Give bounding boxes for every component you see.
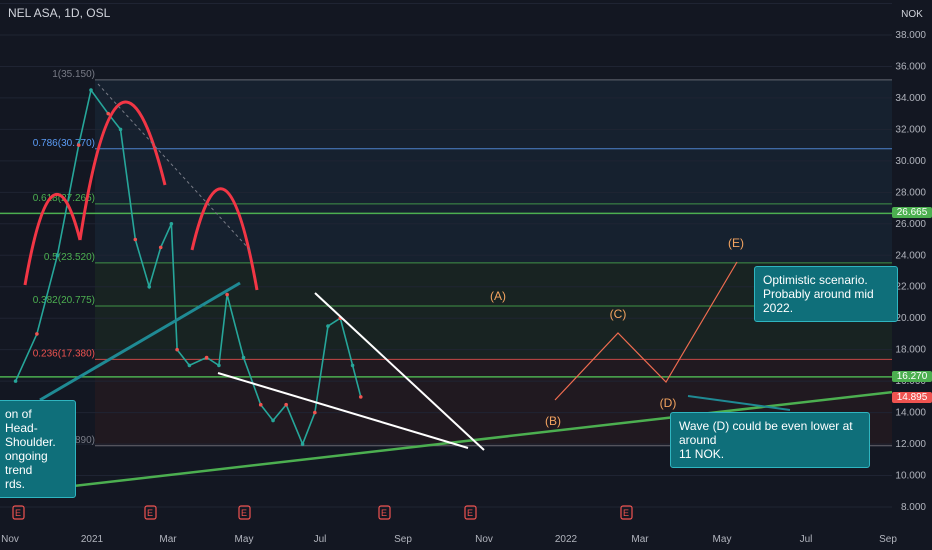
neckline-dotted — [97, 83, 251, 251]
x-tick-4: Jul — [314, 534, 327, 545]
y-tick-5: 18.000 — [895, 345, 926, 356]
currency-label: NOK — [901, 9, 923, 20]
price-point-22 — [326, 324, 330, 328]
x-tick-1: 2021 — [81, 534, 104, 545]
wave-label-B: (B) — [545, 414, 561, 428]
price-point-13 — [204, 355, 209, 360]
earnings-text-2: E — [241, 508, 247, 518]
note-optimistic: Optimistic scenario. Probably around mid… — [754, 266, 898, 322]
price-point-15 — [225, 292, 229, 297]
price-point-0 — [13, 379, 18, 383]
earnings-text-3: E — [381, 508, 387, 518]
y-tick-0: 8.000 — [901, 502, 926, 513]
price-tag-current: 14.895 — [892, 392, 932, 403]
hs-arrow — [39, 281, 241, 402]
fib-label-4: 0.382(20.775) — [33, 295, 95, 306]
hs-left-shoulder — [23, 192, 82, 286]
earnings-marker-3 — [378, 505, 391, 520]
price-point-19 — [284, 402, 288, 407]
fib-label-0: 1(35.150) — [52, 69, 95, 80]
y-tick-11: 30.000 — [895, 156, 926, 167]
wave-d-arrow — [687, 395, 791, 411]
y-tick-10: 28.000 — [895, 187, 926, 198]
price-point-2 — [55, 253, 60, 258]
earnings-marker-2 — [238, 505, 251, 520]
y-tick-15: 38.000 — [895, 30, 926, 41]
price-tag-26665: 26.665 — [892, 207, 932, 218]
hs-head — [78, 100, 167, 241]
x-tick-2: Mar — [159, 534, 177, 545]
y-tick-1: 10.000 — [895, 471, 926, 482]
price-point-8 — [147, 284, 152, 289]
x-tick-11: Sep — [879, 534, 897, 545]
y-tick-6: 20.000 — [895, 313, 926, 324]
y-tick-9: 26.000 — [895, 219, 926, 230]
x-tick-8: Mar — [631, 534, 649, 545]
price-point-3 — [76, 143, 81, 147]
support-trendline — [0, 390, 893, 496]
price-point-14 — [217, 363, 221, 368]
earnings-marker-0 — [12, 505, 25, 520]
fib-label-5: 0.236(17.380) — [33, 348, 95, 359]
y-tick-7: 22.000 — [895, 282, 926, 293]
wave-label-A: (A) — [490, 289, 506, 303]
price-point-24 — [350, 363, 355, 368]
price-line — [14, 88, 362, 447]
earnings-text-5: E — [623, 508, 629, 518]
price-point-7 — [133, 237, 138, 242]
projection-path — [554, 261, 738, 401]
x-tick-5: Sep — [394, 534, 412, 545]
earnings-marker-5 — [620, 505, 633, 520]
price-point-1 — [35, 332, 39, 336]
symbol-title: NEL ASA, 1D, OSL — [8, 6, 111, 20]
x-tick-0: Nov — [1, 534, 19, 545]
y-tick-12: 32.000 — [895, 124, 926, 135]
price-point-4 — [89, 88, 93, 92]
earnings-marker-4 — [464, 505, 477, 520]
hs-right-shoulder — [190, 187, 259, 291]
wave-label-D: (D) — [660, 396, 677, 410]
fib-label-3: 0.5(23.520) — [44, 252, 95, 263]
price-point-11 — [175, 347, 179, 352]
price-point-16 — [241, 355, 246, 360]
x-tick-10: Jul — [800, 534, 813, 545]
earnings-text-0: E — [15, 508, 21, 518]
price-point-10 — [169, 222, 174, 226]
y-tick-13: 34.000 — [895, 93, 926, 104]
price-point-21 — [313, 410, 317, 415]
note-wave-d: Wave (D) could be even lower at around 1… — [670, 412, 870, 468]
x-tick-7: 2022 — [555, 534, 578, 545]
x-tick-6: Nov — [475, 534, 493, 545]
price-point-25 — [358, 395, 363, 399]
earnings-marker-1 — [144, 505, 157, 520]
wedge-upper — [314, 292, 485, 451]
earnings-text-4: E — [467, 508, 473, 518]
price-tag-16270: 16.270 — [892, 371, 932, 382]
fib-band-upper — [95, 79, 892, 263]
wave-label-E: (E) — [728, 236, 744, 250]
wedge-lower — [217, 372, 469, 449]
price-point-6 — [118, 127, 123, 132]
y-tick-14: 36.000 — [895, 61, 926, 72]
note-head-shoulder: on of Head-Shoulder. ongoing trend rds. — [0, 400, 76, 498]
y-tick-3: 14.000 — [895, 408, 926, 419]
wave-label-C: (C) — [610, 307, 627, 321]
earnings-text-1: E — [147, 508, 153, 518]
price-point-20 — [300, 442, 305, 446]
price-point-5 — [106, 111, 111, 116]
price-point-9 — [158, 245, 163, 250]
price-point-12 — [187, 363, 192, 368]
price-point-18 — [271, 418, 275, 423]
y-tick-8: 24.000 — [895, 250, 926, 261]
y-tick-2: 12.000 — [895, 439, 926, 450]
price-point-17 — [258, 402, 263, 407]
x-tick-9: May — [713, 534, 732, 545]
x-tick-3: May — [235, 534, 254, 545]
fib-label-1: 0.786(30.770) — [33, 138, 95, 149]
